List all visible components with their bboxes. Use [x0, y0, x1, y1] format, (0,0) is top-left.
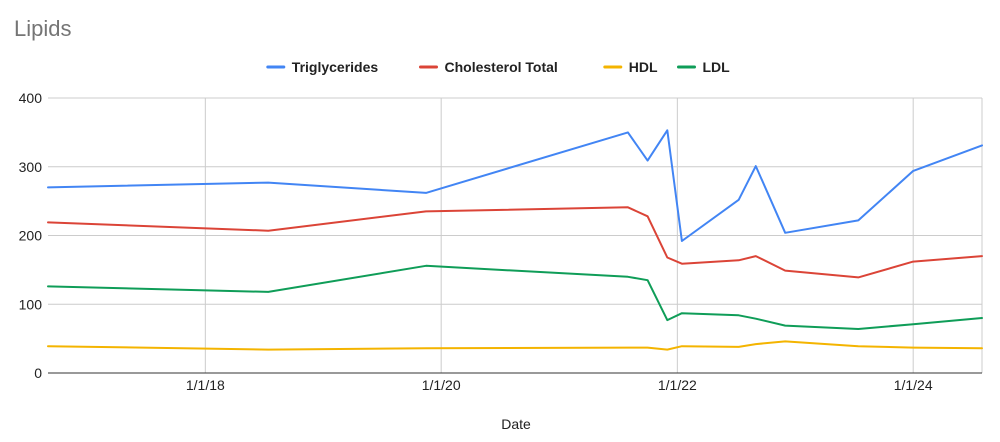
y-tick-label: 100	[19, 296, 43, 312]
legend-item-cholesterol-total[interactable]: Cholesterol Total	[419, 59, 558, 75]
series-line-ldl	[47, 264, 983, 330]
x-tick-label: 1/1/20	[422, 377, 461, 393]
y-tick-label: 200	[19, 228, 43, 244]
horizontal-gridlines	[48, 97, 982, 305]
legend-item-ldl[interactable]: LDL	[677, 59, 731, 75]
legend-item-hdl[interactable]: HDL	[603, 59, 658, 75]
x-tick-label: 1/1/22	[658, 377, 697, 393]
legend-label: HDL	[629, 59, 658, 75]
series-lines	[47, 129, 983, 351]
y-tick-label: 400	[19, 90, 43, 106]
legend-label: LDL	[703, 59, 731, 75]
legend-label: Triglycerides	[292, 59, 379, 75]
series-line-triglycerides	[47, 129, 983, 242]
x-axis-tick-labels: 1/1/18 1/1/20 1/1/22 1/1/24	[186, 377, 933, 393]
chart-title: Lipids	[14, 16, 72, 41]
legend-label: Cholesterol Total	[445, 59, 558, 75]
x-tick-label: 1/1/18	[186, 377, 225, 393]
y-tick-label: 300	[19, 159, 43, 175]
y-tick-label: 0	[34, 365, 42, 381]
series-line-cholesterol-total	[47, 206, 983, 279]
legend[interactable]: Triglycerides Cholesterol Total HDL LDL	[266, 59, 731, 75]
series-line-hdl	[47, 340, 983, 351]
legend-item-triglycerides[interactable]: Triglycerides	[266, 59, 379, 75]
x-tick-label: 1/1/24	[894, 377, 933, 393]
y-axis-tick-labels: 0 100 200 300 400	[19, 90, 43, 381]
x-axis-title: Date	[501, 416, 531, 432]
